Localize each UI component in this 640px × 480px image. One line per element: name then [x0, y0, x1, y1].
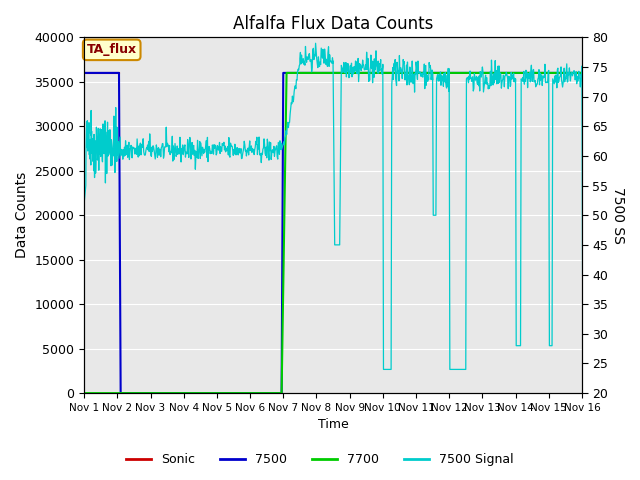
Text: TA_flux: TA_flux — [86, 43, 137, 56]
X-axis label: Time: Time — [317, 419, 348, 432]
Legend: Sonic, 7500, 7700, 7500 Signal: Sonic, 7500, 7700, 7500 Signal — [121, 448, 519, 471]
Title: Alfalfa Flux Data Counts: Alfalfa Flux Data Counts — [233, 15, 433, 33]
Y-axis label: Data Counts: Data Counts — [15, 172, 29, 258]
Y-axis label: 7500 SS: 7500 SS — [611, 187, 625, 244]
